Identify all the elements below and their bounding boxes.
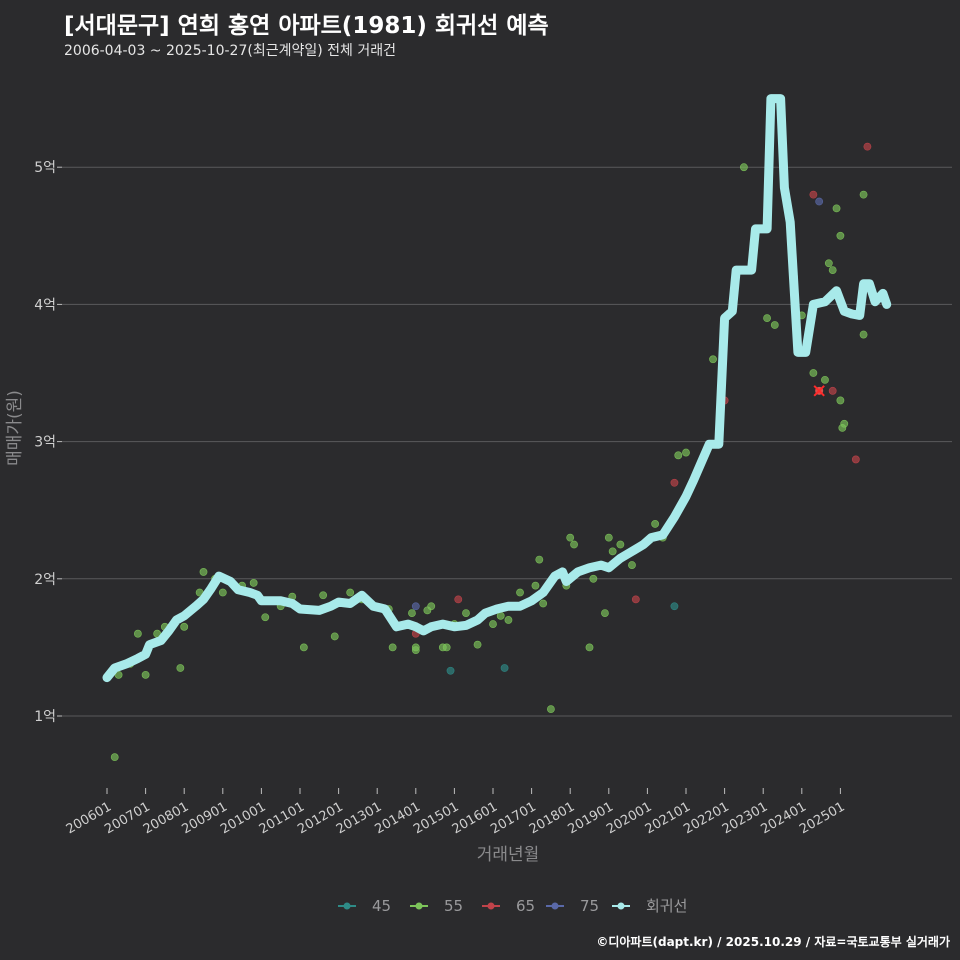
y-tick-label: 2억 [34,572,56,588]
point-55 [859,330,868,339]
point-55 [608,547,617,556]
point-55 [346,588,355,597]
point-55 [601,609,609,617]
legend-dot-55 [415,902,423,910]
legend-dot-75 [551,902,559,910]
point-65 [670,478,679,487]
regression-line [102,94,892,683]
point-55 [516,588,524,597]
point-55 [299,643,308,652]
point-65 [454,595,463,604]
point-55 [566,533,575,542]
point-55 [489,620,497,628]
point-55 [535,555,544,564]
point-45 [670,602,679,611]
y-tick-label: 3억 [34,435,56,451]
legend-label-45: 45 [372,897,391,915]
x-axis-label: 거래년월 [477,845,540,865]
point-55 [442,643,451,652]
legend-dot-reg [617,902,625,910]
y-axis-label: 매매가(원) [5,390,25,466]
point-65 [631,595,640,604]
legend-dot-65 [487,902,495,910]
point-55 [589,574,598,583]
point-55 [709,355,717,364]
credit-text: ©디아파트(dapt.kr) / 2025.10.29 / 자료=국토교통부 실… [596,935,950,949]
point-65 [828,386,837,395]
point-55 [539,599,548,608]
point-55 [176,664,185,672]
point-55 [836,231,845,240]
point-55 [133,629,142,638]
point-55 [504,616,513,624]
legend-label-65: 65 [516,897,535,915]
y-tick-label: 5억 [34,160,56,176]
point-55 [628,561,636,569]
point-55 [682,448,690,457]
point-55 [199,568,208,576]
point-45 [500,664,509,672]
legend: 45 55 65 75 회귀선 [338,897,687,915]
highlight-cross [813,385,825,397]
point-55 [261,613,270,622]
page-title: [서대문구] 연희 홍연 아파트(1981) 회귀선 예측 [64,13,549,39]
point-55 [824,259,833,268]
point-45 [446,666,455,675]
point-55 [828,266,837,274]
point-55 [763,314,771,323]
grid-lines [62,166,952,717]
point-55 [411,646,420,655]
point-55 [473,640,482,649]
point-65 [863,142,872,151]
point-55 [141,670,150,679]
point-55 [836,396,845,405]
point-55 [218,588,227,597]
legend-label-75: 75 [580,897,599,915]
point-55 [319,591,328,600]
y-tick-label: 4억 [34,297,56,313]
point-55 [604,533,613,542]
point-55 [330,632,339,641]
point-55 [859,190,868,199]
point-55 [821,375,829,384]
point-55 [832,204,841,213]
legend-dot-45 [343,902,351,910]
point-55 [547,705,555,714]
x-axis: 2006012007012008012009012010012011012012… [64,788,848,837]
point-55 [496,611,505,620]
regression-line-group [102,94,892,683]
point-55 [585,643,594,652]
point-55 [180,622,189,631]
y-axis: 1억 2억 3억 4억 5억 [34,160,62,725]
point-55 [427,602,436,611]
point-55 [616,540,625,549]
point-55 [770,321,779,329]
point-65 [809,190,818,199]
point-55 [110,753,119,762]
y-tick-label: 1억 [34,709,56,725]
point-55 [462,609,470,617]
point-55 [651,520,660,528]
page-subtitle: 2006-04-03 ~ 2025-10-27(최근계약일) 전체 거래건 [64,43,396,59]
point-55 [570,540,578,549]
point-55 [408,609,416,617]
point-55 [840,419,849,428]
point-55 [531,581,540,590]
point-75 [815,197,824,206]
point-55 [674,451,683,460]
point-55 [388,643,397,652]
highlight-marker [813,385,825,397]
point-55 [740,163,748,172]
point-75 [411,602,420,611]
legend-label-55: 55 [444,897,463,915]
point-65 [851,455,860,464]
point-55 [249,579,258,587]
point-55 [809,369,818,377]
legend-label-reg: 회귀선 [646,897,687,915]
